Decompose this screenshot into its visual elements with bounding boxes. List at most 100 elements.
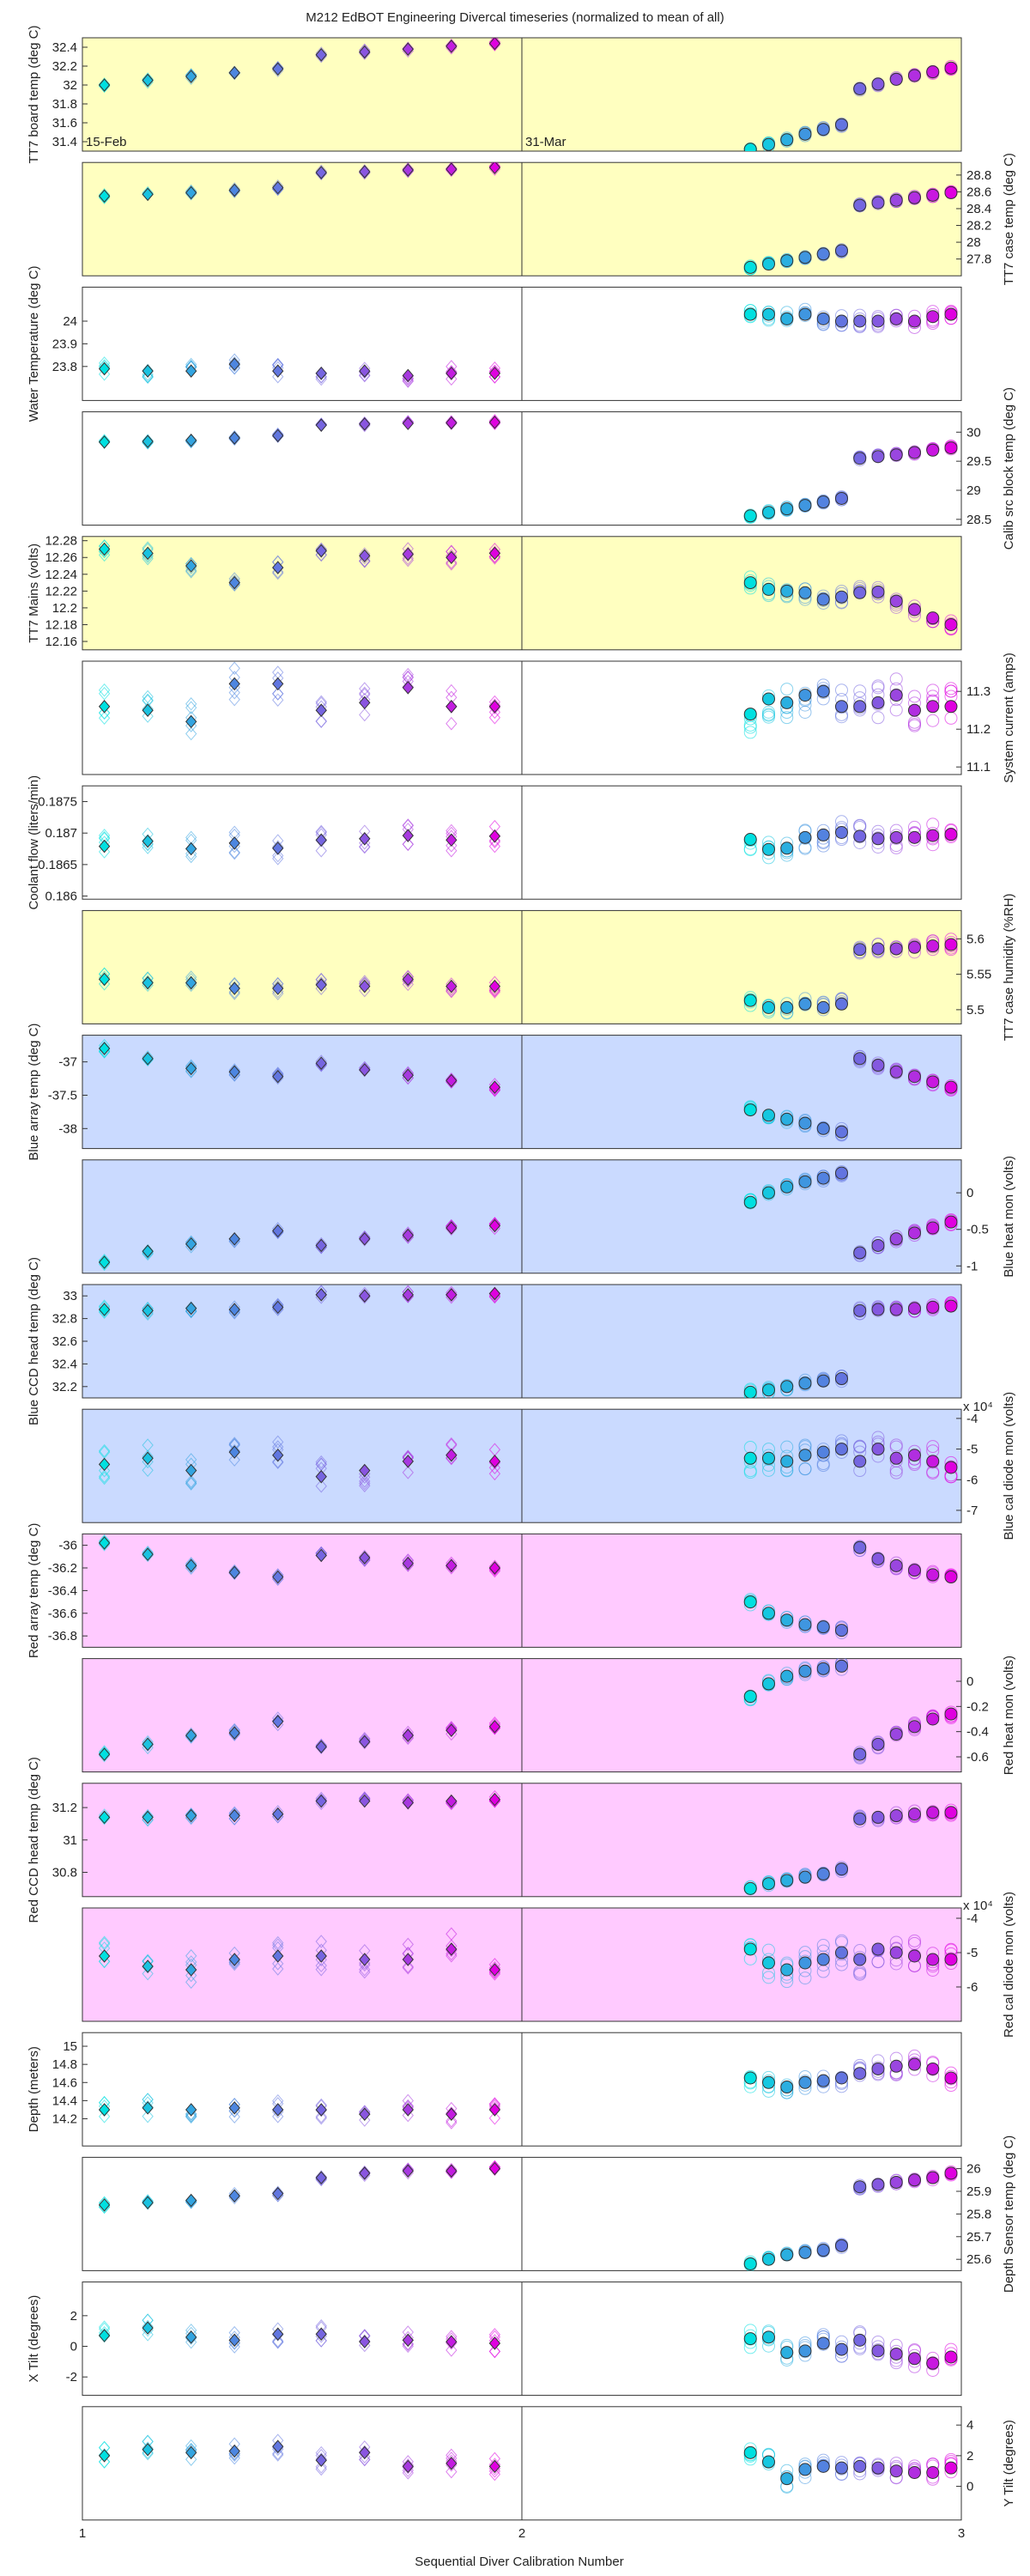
sample-diamond xyxy=(185,1975,197,1990)
mean-circle xyxy=(761,506,775,519)
mean-diamond xyxy=(142,1959,154,1973)
mean-circle xyxy=(743,1103,757,1117)
mean-diamond xyxy=(142,1547,154,1561)
sample-diamond xyxy=(359,1470,371,1485)
mean-circle xyxy=(761,692,775,706)
panel-10: -1 -0.5 0 Blue heat mon (volts) xyxy=(82,1156,1016,1278)
mean-diamond xyxy=(488,366,501,380)
sample-diamond xyxy=(98,2455,111,2469)
sample-diamond xyxy=(185,2335,197,2349)
mean-circle xyxy=(780,1180,794,1194)
mean-circle xyxy=(816,2459,830,2473)
mean-diamond xyxy=(142,1052,154,1066)
y-tick-label: 31 xyxy=(63,1833,77,1848)
mean-diamond xyxy=(98,435,111,449)
mean-diamond xyxy=(98,1536,111,1550)
mean-diamond xyxy=(445,366,457,380)
mean-diamond xyxy=(402,1228,414,1242)
mean-circle xyxy=(743,993,757,1007)
mean-diamond xyxy=(402,163,414,177)
y-axis-label: Red array temp (deg C) xyxy=(27,1523,41,1659)
y-tick-label: -5 xyxy=(966,1443,978,1457)
sample-diamond xyxy=(445,839,457,853)
y-tick-label: -0.6 xyxy=(966,1750,989,1765)
mean-circle xyxy=(871,696,885,709)
mean-diamond xyxy=(142,975,154,990)
mean-circle xyxy=(816,1121,830,1135)
mean-circle xyxy=(871,1303,885,1316)
y-axis-label: Water Temperature (deg C) xyxy=(27,266,41,422)
mean-diamond xyxy=(98,78,111,92)
mean-circle xyxy=(889,448,903,462)
mean-diamond xyxy=(402,829,414,842)
mean-diamond xyxy=(228,183,240,197)
sample-circle xyxy=(926,1440,940,1454)
sample-diamond xyxy=(142,709,154,723)
y-tick-label: -37.5 xyxy=(48,1088,77,1103)
mean-diamond xyxy=(315,1949,327,1963)
y-tick-label: -0.4 xyxy=(966,1725,989,1740)
mean-diamond xyxy=(359,696,371,710)
mean-circle xyxy=(834,1166,848,1180)
sample-diamond xyxy=(98,1935,111,1949)
mean-circle xyxy=(944,700,958,714)
y-tick-label: 0.186 xyxy=(45,890,77,904)
mean-circle xyxy=(944,2166,958,2180)
mean-circle xyxy=(743,143,757,151)
y-tick-label: 29.5 xyxy=(966,454,991,469)
mean-circle xyxy=(816,828,830,841)
mean-diamond xyxy=(228,575,240,590)
sample-diamond xyxy=(272,2334,284,2348)
sample-diamond xyxy=(228,661,240,676)
mean-circle xyxy=(816,592,830,606)
mean-circle xyxy=(889,2059,903,2073)
y-axis-label: X Tilt (degrees) xyxy=(27,2295,41,2383)
mean-circle xyxy=(780,1963,794,1977)
panel-20: 0 2 4 Y Tilt (degrees) xyxy=(82,2406,1016,2521)
sample-diamond xyxy=(445,557,457,571)
panel-marks xyxy=(98,1285,958,1398)
mean-diamond xyxy=(488,1963,501,1977)
y-tick-label: 23.9 xyxy=(52,337,77,351)
mean-diamond xyxy=(445,1942,457,1956)
sample-diamond xyxy=(315,2110,327,2123)
mean-circle xyxy=(816,247,830,261)
y-tick-label: -36.8 xyxy=(48,1629,77,1643)
panel-13: -36.8 -36.6 -36.4 -36.2 -36 Red array temp (d… xyxy=(27,1523,962,1659)
y-axis-label: Red heat mon (volts) xyxy=(1002,1656,1016,1775)
mean-circle xyxy=(798,689,812,702)
mean-circle xyxy=(944,2461,958,2475)
panel-marks xyxy=(98,2049,958,2129)
y-tick-label: 28.2 xyxy=(966,219,991,234)
sample-diamond xyxy=(98,1471,111,1485)
mean-diamond xyxy=(488,2161,501,2176)
y-tick-label: 25.9 xyxy=(966,2184,991,2199)
sample-diamond xyxy=(359,554,371,568)
mean-circle xyxy=(926,2466,940,2480)
mean-diamond xyxy=(402,2103,414,2117)
sample-diamond xyxy=(488,1461,501,1474)
mean-circle xyxy=(926,611,940,625)
mean-diamond xyxy=(228,431,240,445)
sample-diamond xyxy=(228,846,240,860)
sample-diamond xyxy=(402,374,414,387)
mean-circle xyxy=(816,684,830,698)
y-axis-label: Red cal diode mon (volts) xyxy=(1002,1892,1016,2038)
sample-circle xyxy=(798,1462,812,1476)
mean-diamond xyxy=(488,2459,501,2474)
mean-diamond xyxy=(98,361,111,376)
mean-diamond xyxy=(228,1445,240,1459)
y-tick-label: -1 xyxy=(966,1259,978,1273)
y-axis-label: TT7 case temp (deg C) xyxy=(1002,153,1016,285)
mean-circle xyxy=(798,1376,812,1390)
mean-diamond xyxy=(402,42,414,56)
mean-circle xyxy=(926,2356,940,2370)
mean-diamond xyxy=(359,1463,371,1478)
mean-circle xyxy=(834,244,848,258)
mean-circle xyxy=(780,1000,794,1014)
mean-diamond xyxy=(228,2333,240,2348)
mean-diamond xyxy=(228,1565,240,1580)
mean-circle xyxy=(907,1720,921,1734)
y-tick-label: 28 xyxy=(966,235,981,250)
